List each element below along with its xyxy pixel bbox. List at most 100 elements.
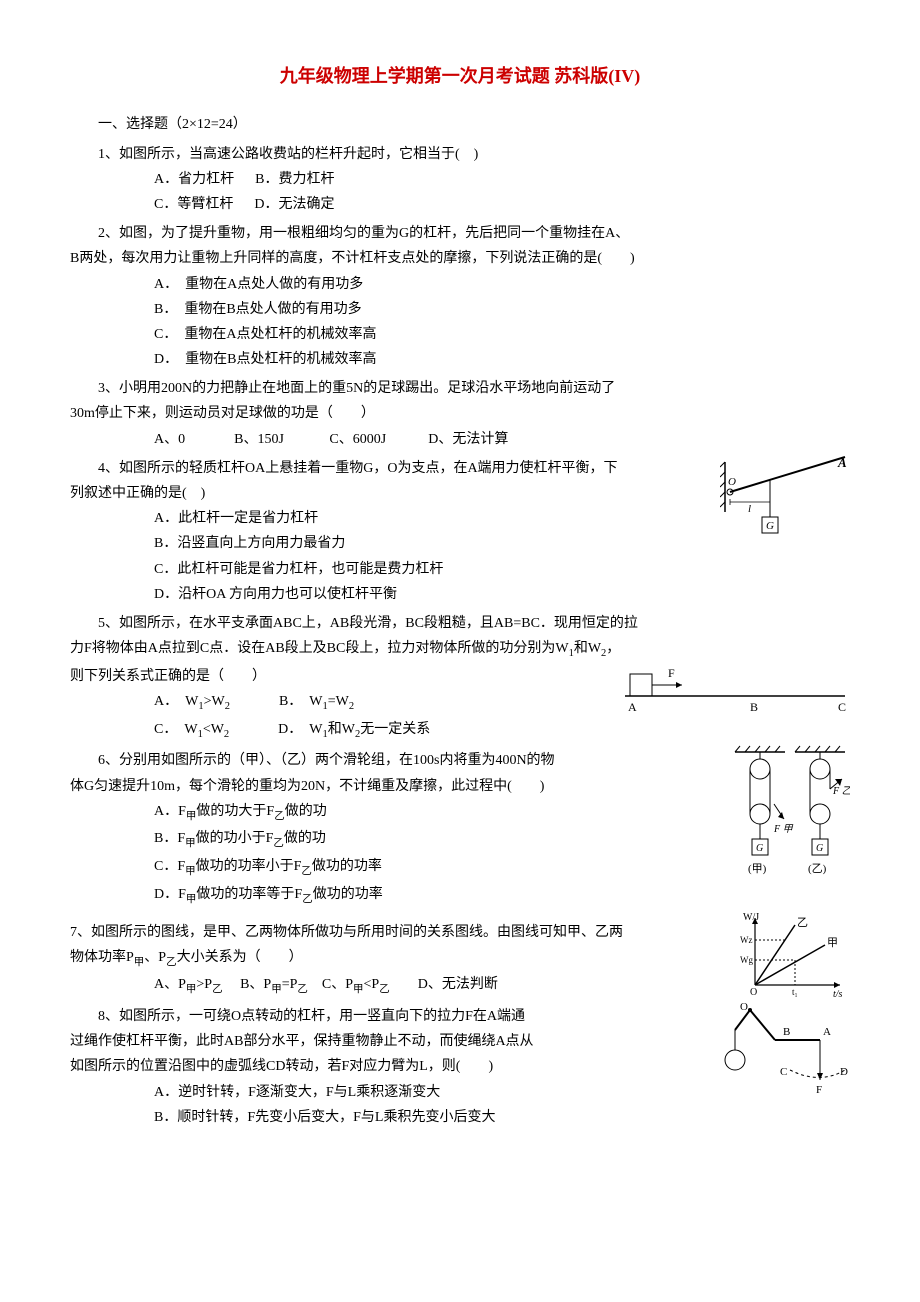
q6A-c: 做的功 [285,804,327,819]
section-heading: 一、选择题（2×12=24） [70,112,850,137]
q6-fig-Fyi: F 乙 [832,786,850,797]
q6A-s1: 甲 [186,811,197,822]
q7C-sy: 乙 [379,984,390,995]
q7B-a: B、P [240,977,271,992]
q7-l2a: 物体功率P [70,950,134,965]
q5-figure: F A B C [620,664,850,719]
q6-svg: F 甲 G (甲) F 乙 G (乙) [730,744,850,894]
q2-optC: C． 重物在A点处杠杆的机械效率高 [154,322,850,347]
q3-line2: 30m停止下来，则运动员对足球做的功是（ ） [70,401,850,426]
q6B-a: B．F [154,831,185,846]
q5-optD: D． W1和W2无一定关系 [278,722,430,737]
q8-fig-O: O [740,1001,748,1013]
q7-l2-sj: 甲 [134,957,145,968]
q7-l2b: 、P [144,950,166,965]
q8-fig-B: B [783,1026,790,1038]
q1-options-row2: C．等臂杠杆 D．无法确定 [154,192,850,217]
q6C-s1: 甲 [185,866,196,877]
q7B-sy: 乙 [297,984,308,995]
q7-line1: 7、如图所示的图线，是甲、乙两物体所做功与所用时间的关系图线。由图线可知甲、乙两 [70,920,850,945]
q7-l2c: 大小关系为（ ） [177,950,303,965]
q6-fig-Fjia: F 甲 [773,824,794,835]
q5-optD-c: 无一定关系 [360,722,430,737]
q7C-sj: 甲 [353,984,364,995]
q5-optC: C． W1<W2 [154,722,229,737]
q7-line2: 物体功率P甲、P乙大小关系为（ ） [70,945,850,973]
q2-line1: 2、如图，为了提升重物，用一根粗细均匀的重为G的杠杆，先后把同一个重物挂在A、 [70,221,850,246]
q1-text: 1、如图所示，当高速公路收费站的栏杆升起时，它相当于( ) [70,142,850,167]
q7C-b: <P [364,977,380,992]
q5-optB-s2: 2 [349,701,354,712]
q6D-c: 做功的功率 [313,887,383,902]
q3-line1: 3、小明用200N的力把静止在地面上的重5N的足球踢出。足球沿水平场地向前运动了 [70,376,850,401]
q7-l2-sy: 乙 [166,957,177,968]
q7-origin: O [750,987,757,998]
q6-fig-G2: G [816,843,823,854]
q6C-c: 做功的功率 [312,859,382,874]
q7A-sy: 乙 [212,984,223,995]
q7-figure: W/J t/s O 乙 甲 Wz Wg t₁ [740,910,850,1000]
q6D-s2: 乙 [302,894,313,905]
q3-optB: B、150J [234,432,284,447]
q4-figure: O A l G [720,452,850,547]
q6C-a: C．F [154,859,185,874]
q2-line2: B两处，每次用力让重物上升同样的高度，不计杠杆支点处的摩擦，下列说法正确的是( … [70,246,850,271]
q2-optD: D． 重物在B点处杠杆的机械效率高 [154,347,850,372]
q1-optC: C．等臂杠杆 [154,197,233,212]
q7-optD: D、无法判断 [418,977,498,992]
q5-fig-B: B [750,700,758,714]
q5-options-row2: C． W1<W2 D． W1和W2无一定关系 [154,717,850,745]
q7B-sj: 甲 [271,984,282,995]
q1-optD: D．无法确定 [254,197,334,212]
q6B-b: 做的功小于F [196,831,274,846]
q5-optA-a: A． W [154,694,198,709]
q6-fig-jia: (甲) [748,863,767,875]
q6B-s1: 甲 [185,838,196,849]
q7-svg: W/J t/s O 乙 甲 Wz Wg t₁ [740,910,850,1000]
q7A-a: A、P [154,977,186,992]
q7-xlab: t/s [833,989,843,1000]
q2-optA: A． 重物在A点处人做的有用功多 [154,272,850,297]
q5-line2: 力F将物体由A点拉到C点．设在AB段上及BC段上，拉力对物体所做的功分别为W1和… [70,636,850,664]
q8-optB: B．顺时针转，F先变小后变大，F与L乘积先变小后变大 [154,1105,850,1130]
q5-fig-F: F [668,666,675,680]
q7A-sj: 甲 [186,984,197,995]
q6C-b: 做功的功率小于F [196,859,302,874]
q6B-c: 做的功 [284,831,326,846]
q4-fig-l: l [748,503,751,515]
q6-fig-yi: (乙) [808,862,827,875]
q3-optC: C、6000J [329,432,386,447]
q6A-a: A．F [154,804,186,819]
q6D-a: D．F [154,887,186,902]
q4-fig-O: O [728,476,736,488]
q8-fig-F: F [816,1084,822,1096]
q8-fig-A: A [823,1026,831,1038]
q7-t1: t₁ [792,987,798,997]
q5-optC-s2: 2 [224,729,229,740]
q6B-s2: 乙 [273,838,284,849]
q4-svg: O A l G [720,452,850,547]
q6C-s2: 乙 [301,866,312,877]
q7-jia-label: 甲 [827,937,838,949]
q5-svg: F A B C [620,664,850,719]
q5-optA-b: >W [204,694,225,709]
q6D-s1: 甲 [186,894,197,905]
q5-optA: A． W1>W2 [154,694,230,709]
q7-optB: B、P甲=P乙 [240,977,308,992]
q1-optB: B．费力杠杆 [255,172,334,187]
q2-optB: B． 重物在B点处人做的有用功多 [154,297,850,322]
q5-optC-b: <W [203,722,224,737]
q6A-b: 做的功大于F [196,804,274,819]
q5-line1: 5、如图所示，在水平支承面ABC上，AB段光滑，BC段粗糙，且AB=BC．现用恒… [70,611,850,636]
q7A-b: >P [196,977,212,992]
q7-Wz: Wz [740,935,753,945]
q5-optB-b: =W [328,694,349,709]
q8-fig-C: C [780,1066,787,1078]
q7C-a: C、P [322,977,353,992]
q7-ylab: W/J [743,912,759,923]
q4-optC: C．此杠杆可能是省力杠杆，也可能是费力杠杆 [154,557,850,582]
q7-yi-label: 乙 [797,916,808,929]
q5-l2a: 力F将物体由A点拉到C点．设在AB段上及BC段上，拉力对物体所做的功分别为W [70,641,569,656]
q1-optA: A．省力杠杆 [154,172,234,187]
q5-l2c: ， [606,641,620,656]
